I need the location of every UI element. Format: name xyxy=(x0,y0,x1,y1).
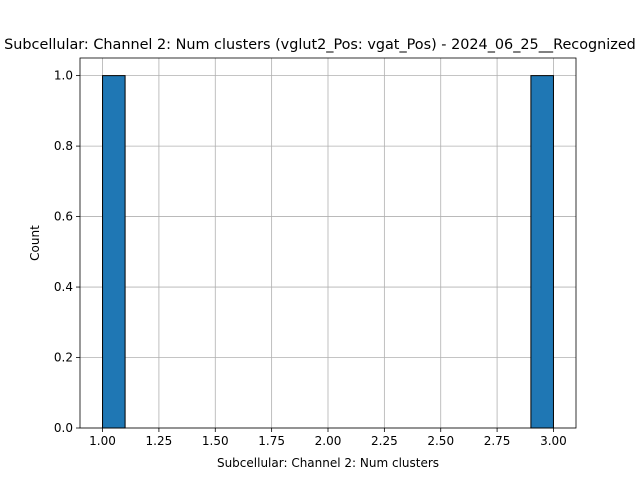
y-tick-label: 0.2 xyxy=(54,351,73,365)
y-tick-label: 0.0 xyxy=(54,421,73,435)
y-tick-label: 1.0 xyxy=(54,69,73,83)
x-tick-label: 1.50 xyxy=(202,434,229,448)
histogram-bars xyxy=(102,75,554,429)
x-tick-label: 2.00 xyxy=(315,434,342,448)
x-tick-label: 2.75 xyxy=(484,434,511,448)
histogram-bar xyxy=(530,75,554,429)
x-tick-label: 2.50 xyxy=(427,434,454,448)
x-axis-label: Subcellular: Channel 2: Num clusters xyxy=(217,456,439,470)
y-axis-label: Count xyxy=(28,225,42,261)
grid-lines xyxy=(80,58,576,429)
y-tick-label: 0.6 xyxy=(54,210,73,224)
y-axis-ticks: 0.0 0.2 0.4 0.6 0.8 1.0 xyxy=(54,69,80,435)
y-tick-label: 0.8 xyxy=(54,139,73,153)
x-tick-label: 1.25 xyxy=(146,434,173,448)
x-tick-label: 2.25 xyxy=(371,434,398,448)
chart-title: Subcellular: Channel 2: Num clusters (vg… xyxy=(4,37,636,53)
y-tick-label: 0.4 xyxy=(54,280,73,294)
histogram-bar xyxy=(102,75,126,429)
x-tick-label: 1.00 xyxy=(89,434,116,448)
x-tick-label: 1.75 xyxy=(258,434,285,448)
x-tick-label: 3.00 xyxy=(540,434,567,448)
x-axis-ticks: 1.00 1.25 1.50 1.75 2.00 2.25 2.50 2.75 3.00 xyxy=(89,428,567,448)
